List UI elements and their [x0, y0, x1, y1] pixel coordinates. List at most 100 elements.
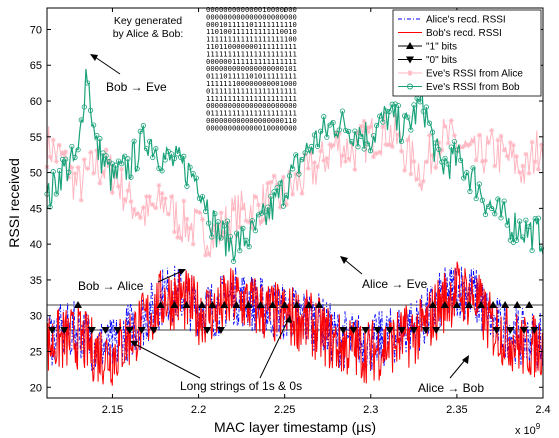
eve-alice-point [486, 140, 492, 146]
eve-bob-point [321, 114, 327, 120]
eve-bob-point [221, 223, 227, 229]
eve-alice-point [439, 147, 445, 153]
eve-alice-point [464, 142, 470, 148]
eve-alice-point [315, 164, 321, 170]
arrow-bob-eve [94, 56, 121, 75]
annotation-alice-bob: Alice → Bob [418, 355, 484, 395]
one-bit-marker [280, 300, 289, 308]
eve-bob-point [380, 119, 386, 125]
eve-alice-point [417, 182, 423, 188]
eve-alice-point [311, 160, 317, 166]
eve-bob-point [162, 157, 168, 163]
eve-bob-point [395, 102, 401, 109]
legend-label: Alice's recd. RSSI [426, 15, 506, 26]
eve-bob-point [243, 237, 249, 243]
eve-bob-point [97, 135, 103, 142]
eve-alice-point [56, 142, 62, 148]
y-tick-label: 20 [30, 382, 42, 394]
eve-bob-point [336, 127, 342, 133]
eve-bob-point [202, 208, 209, 214]
eve-bob-point [81, 104, 87, 110]
eve-bob-point [352, 128, 358, 134]
eve-alice-point [451, 133, 457, 139]
eve-alice-point [467, 141, 473, 147]
one-bit-marker [513, 300, 522, 308]
eve-alice-point [240, 205, 246, 211]
eve-bob-point [454, 147, 461, 153]
eve-bob-point [482, 211, 489, 218]
eve-alice-point [361, 118, 367, 124]
eve-bob-point [50, 169, 56, 175]
eve-bob-point [361, 146, 367, 152]
eve-bob-point [402, 113, 408, 119]
eve-alice-point [336, 131, 342, 137]
eve-bob-point [374, 122, 380, 129]
zero-bit-marker [216, 327, 225, 335]
eve-bob-point [442, 155, 448, 161]
eve-alice-point [470, 139, 476, 145]
eve-alice-point [153, 205, 159, 211]
label-bob-alice: Bob → Alice [78, 279, 144, 293]
label-alice-bob: Alice → Bob [418, 381, 484, 395]
zero-bit-marker [530, 327, 539, 335]
legend-label: "0" bits [426, 55, 457, 66]
one-bit-marker [182, 300, 191, 308]
eve-bob-point [526, 223, 532, 230]
eve-alice-point [538, 142, 544, 148]
eve-bob-point [467, 188, 473, 194]
one-bit-marker [315, 300, 324, 308]
eve-bob-point [302, 150, 308, 156]
eve-alice-point [103, 147, 109, 153]
one-bit-marker [198, 300, 206, 308]
eve-bob-point [249, 218, 255, 224]
zero-bit-marker [520, 327, 529, 335]
eve-alice-point [122, 196, 128, 202]
eve-alice-point [206, 250, 212, 256]
eve-bob-point [140, 123, 147, 129]
key-bit-string: 0000000000000100000000000000000000000000… [206, 5, 297, 132]
eve-alice-point [131, 206, 137, 212]
eve-alice-point [168, 194, 174, 200]
key-bit-row: 011111111111111111111 [206, 86, 297, 95]
zero-bit-marker [339, 327, 348, 335]
eve-bob-point [72, 154, 78, 161]
eve-alice-point [255, 202, 261, 208]
eve-alice-point [178, 235, 184, 241]
eve-bob-point [156, 165, 162, 172]
zero-bit-marker [87, 327, 96, 335]
eve-bob-point [305, 147, 311, 153]
one-bit-marker [232, 300, 241, 308]
eve-alice-point [535, 166, 541, 172]
key-bit-row: 000000000000010000000 [206, 5, 297, 14]
eve-bob-point [103, 153, 109, 159]
eve-alice-point [159, 190, 165, 196]
eve-bob-point [112, 162, 119, 168]
key-bit-row: 011111111111111111111 [206, 109, 297, 118]
y-tick-label: 70 [30, 24, 42, 36]
eve-bob-point [212, 211, 218, 217]
key-bit-row: 000000000000000000000 [206, 12, 297, 21]
eve-alice-point [371, 154, 377, 160]
eve-bob-point [436, 146, 442, 153]
label-alice-eve: Alice → Eve [362, 277, 428, 291]
eve-bob-point [178, 154, 184, 160]
plot-frame [46, 7, 544, 399]
one-bit-marker [428, 300, 437, 308]
eve-alice-point [492, 163, 498, 169]
eve-bob-point [66, 169, 72, 175]
legend-marker [406, 56, 414, 64]
eve-alice-point [144, 194, 150, 200]
zero-bit-marker [113, 327, 122, 335]
key-bit-row: 110100111111111110010 [206, 27, 297, 36]
eve-bob-point [457, 157, 464, 163]
eve-alice-point [430, 152, 436, 158]
eve-bob-point [529, 247, 535, 254]
eve-alice-point [517, 169, 523, 175]
eve-bob-point [237, 248, 243, 254]
eve-bob-point [476, 181, 482, 187]
eve-alice-point [268, 179, 274, 185]
y-tick-label: 40 [30, 239, 42, 251]
eve-alice-point [259, 218, 265, 224]
eve-bob-point [75, 147, 81, 153]
eve-bob-point [230, 258, 237, 264]
